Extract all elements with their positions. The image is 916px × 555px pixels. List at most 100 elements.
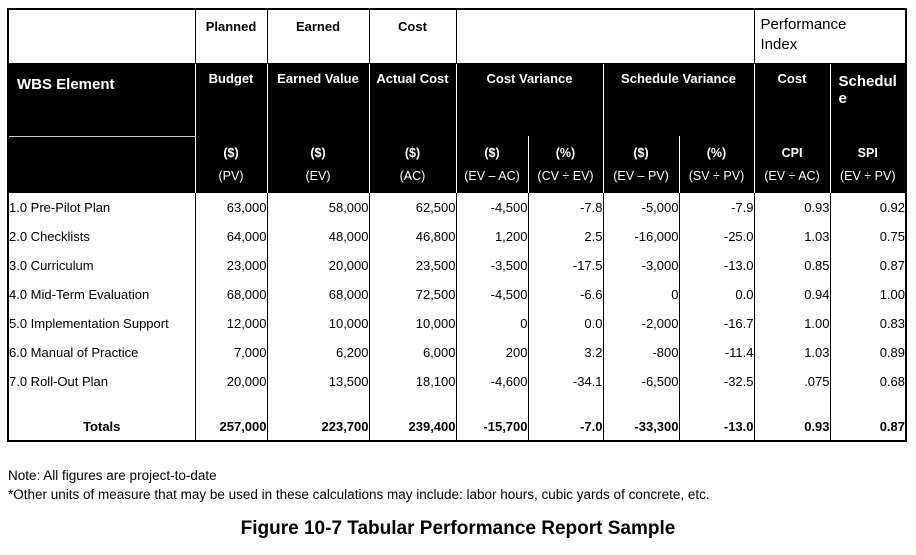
cell-budget: 20,000 — [194, 367, 268, 396]
table-row: 4.0 Mid-Term Evaluation 68,000 68,000 72… — [7, 280, 907, 309]
header-pi-schedule: Schedule — [829, 63, 906, 136]
unit-line: (EV – PV) — [613, 168, 669, 183]
cell-cv-pct: 2.5 — [527, 222, 604, 251]
unit-line: (%) — [555, 145, 576, 160]
units-actual-cost: ($) (AC) — [368, 136, 456, 193]
cell-cv-dollar: -4,600 — [455, 367, 529, 396]
cell-cv-dollar: 200 — [455, 338, 529, 367]
spacer-cell — [368, 396, 457, 412]
units-cpi: CPI (EV ÷ AC) — [753, 136, 830, 193]
cell-spi: 1.00 — [829, 280, 907, 309]
totals-cv-dollar: -15,700 — [455, 412, 529, 441]
cell-sv-pct: -16.7 — [678, 309, 755, 338]
units-row: ($) (PV) ($) (EV) ($) (AC) ($) (EV – AC)… — [8, 136, 906, 193]
cell-cv-pct: 3.2 — [527, 338, 604, 367]
header-budget: Budget — [194, 63, 267, 136]
cell-sv-pct: 0.0 — [678, 280, 755, 309]
column-label-row: WBS Element Budget Earned Value Actual C… — [8, 63, 906, 137]
group-header-cost: Cost — [368, 8, 457, 64]
cell-budget: 63,000 — [194, 193, 268, 222]
cell-budget: 12,000 — [194, 309, 268, 338]
cell-budget: 7,000 — [194, 338, 268, 367]
unit-line: ($) — [633, 145, 649, 160]
cell-earned-value: 10,000 — [266, 309, 370, 338]
cell-cv-dollar: -4,500 — [455, 193, 529, 222]
cell-sv-pct: -13.0 — [678, 251, 755, 280]
cell-sv-pct: -11.4 — [678, 338, 755, 367]
cell-cv-pct: -34.1 — [527, 367, 604, 396]
cell-cv-pct: -7.8 — [527, 193, 604, 222]
unit-line: (EV ÷ AC) — [764, 168, 820, 183]
totals-cpi: 0.93 — [753, 412, 831, 441]
totals-cv-pct: -7.0 — [527, 412, 604, 441]
totals-actual-cost: 239,400 — [368, 412, 457, 441]
totals-spi: 0.87 — [829, 412, 907, 441]
cell-sv-dollar: -3,000 — [602, 251, 680, 280]
units-sv-dollar: ($) (EV – PV) — [602, 136, 679, 193]
unit-line: (SV ÷ PV) — [688, 168, 745, 183]
spacer-cell — [602, 396, 680, 412]
totals-label: Totals — [7, 412, 196, 441]
unit-line: ($) — [223, 145, 239, 160]
spacer-row — [7, 396, 907, 412]
units-budget: ($) (PV) — [194, 136, 267, 193]
cell-spi: 0.87 — [829, 251, 907, 280]
spacer-cell — [266, 396, 370, 412]
units-cv-pct: (%) (CV ÷ EV) — [527, 136, 603, 193]
group-header-empty-span — [455, 8, 755, 64]
units-earned-value: ($) (EV) — [266, 136, 369, 193]
cell-spi: 0.92 — [829, 193, 907, 222]
cell-spi: 0.83 — [829, 309, 907, 338]
units-spi: SPI (EV ÷ PV) — [829, 136, 906, 193]
footnote-line: Note: All figures are project-to-date — [8, 468, 217, 483]
unit-line: (EV – AC) — [464, 168, 520, 183]
cell-actual-cost: 62,500 — [368, 193, 457, 222]
cell-wbs: 5.0 Implementation Support — [7, 309, 196, 338]
spacer-cell — [455, 396, 529, 412]
header-cost-variance: Cost Variance — [455, 63, 603, 136]
group-header-planned: Planned — [194, 8, 268, 64]
group-header-performance-index: Performance Index — [753, 8, 907, 64]
cell-cpi: 0.85 — [753, 251, 831, 280]
units-cv-dollar: ($) (EV – AC) — [455, 136, 528, 193]
unit-line: ($) — [404, 145, 421, 160]
unit-line: ($) — [310, 145, 326, 160]
cell-actual-cost: 6,000 — [368, 338, 457, 367]
unit-line: (AC) — [399, 168, 426, 183]
unit-line: CPI — [781, 145, 803, 160]
cell-sv-dollar: 0 — [602, 280, 680, 309]
cell-budget: 64,000 — [194, 222, 268, 251]
cell-actual-cost: 72,500 — [368, 280, 457, 309]
cell-spi: 0.75 — [829, 222, 907, 251]
units-blank-cell — [8, 136, 195, 193]
cell-cv-dollar: -3,500 — [455, 251, 529, 280]
performance-index-label: Performance Index — [760, 16, 847, 54]
header-earned-value: Earned Value — [266, 63, 369, 136]
cell-cv-dollar: -4,500 — [455, 280, 529, 309]
cell-wbs: 4.0 Mid-Term Evaluation — [7, 280, 196, 309]
footnotes: Note: All figures are project-to-date *O… — [8, 466, 710, 504]
table-row: 5.0 Implementation Support 12,000 10,000… — [7, 309, 907, 338]
header-schedule-variance: Schedule Variance — [602, 63, 754, 136]
units-sv-pct: (%) (SV ÷ PV) — [678, 136, 754, 193]
cell-cpi: 1.03 — [753, 338, 831, 367]
cell-actual-cost: 46,800 — [368, 222, 457, 251]
cell-earned-value: 13,500 — [266, 367, 370, 396]
cell-wbs: 1.0 Pre-Pilot Plan — [7, 193, 196, 222]
cell-earned-value: 68,000 — [266, 280, 370, 309]
table-row: 1.0 Pre-Pilot Plan 63,000 58,000 62,500 … — [7, 193, 907, 222]
cell-wbs: 6.0 Manual of Practice — [7, 338, 196, 367]
group-header-row: Planned Earned Cost Performance Index — [7, 8, 907, 64]
totals-sv-pct: -13.0 — [678, 412, 755, 441]
header-wbs-element: WBS Element — [8, 63, 195, 137]
table-row: 2.0 Checklists 64,000 48,000 46,800 1,20… — [7, 222, 907, 251]
table-row: 6.0 Manual of Practice 7,000 6,200 6,000… — [7, 338, 907, 367]
spacer-cell — [7, 396, 196, 412]
footnote-line: *Other units of measure that may be used… — [8, 487, 710, 502]
header-pi-cost: Cost — [753, 63, 830, 136]
cell-sv-dollar: -5,000 — [602, 193, 680, 222]
cell-cpi: 0.93 — [753, 193, 831, 222]
totals-sv-dollar: -33,300 — [602, 412, 680, 441]
cell-spi: 0.89 — [829, 338, 907, 367]
